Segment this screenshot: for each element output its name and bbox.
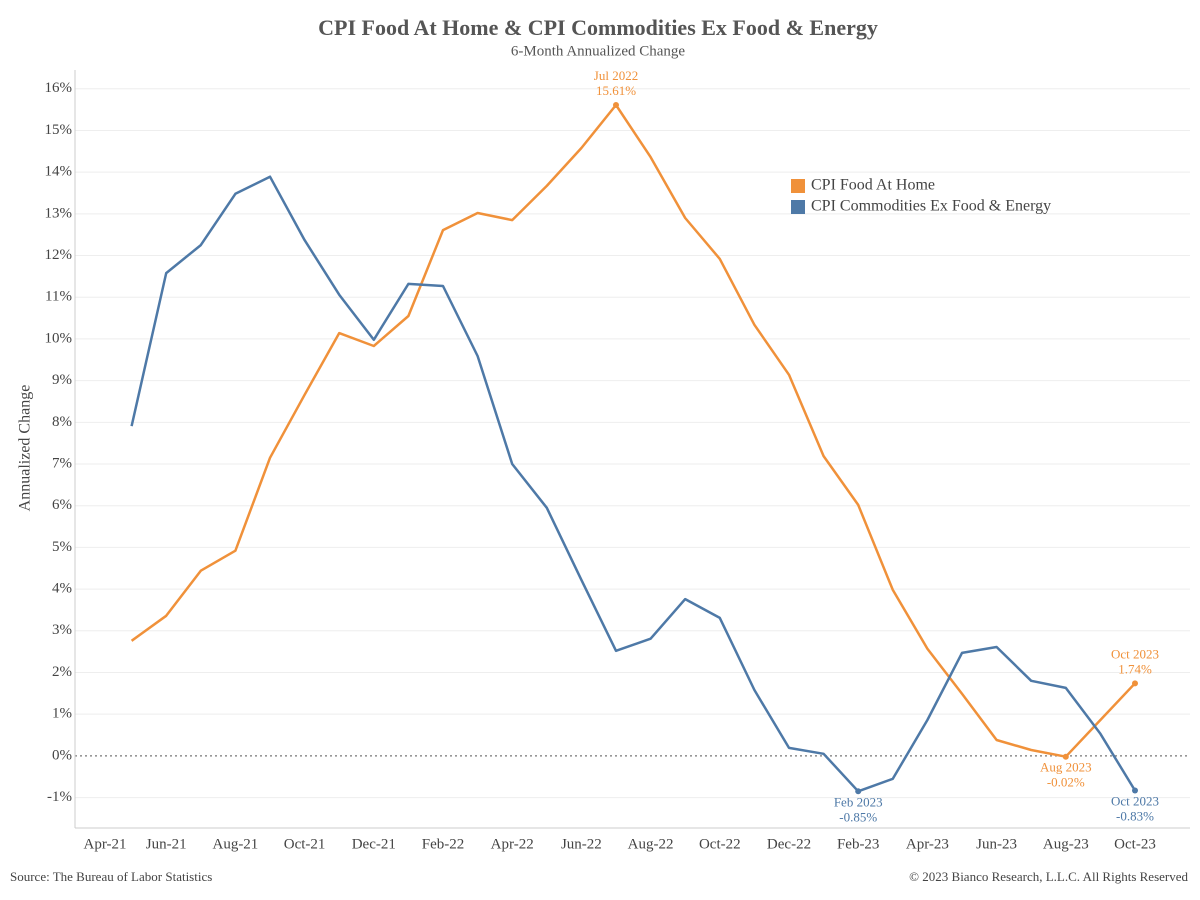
annotation-date: Oct 2023 xyxy=(1111,793,1159,808)
source: Source: The Bureau of Labor Statistics xyxy=(10,869,212,884)
y-tick-label: 6% xyxy=(52,497,72,513)
annotation-date: Aug 2023 xyxy=(1040,760,1092,775)
annotation-date: Jul 2022 xyxy=(594,68,638,83)
annotation-value: -0.85% xyxy=(839,809,877,824)
x-tick-label: Dec-22 xyxy=(767,836,811,852)
x-tick-label: Aug-22 xyxy=(628,836,674,852)
x-tick-label: Jun-22 xyxy=(561,836,602,852)
chart-title: CPI Food At Home & CPI Commodities Ex Fo… xyxy=(318,15,878,40)
annotation-value: -0.02% xyxy=(1047,775,1085,790)
y-tick-label: 12% xyxy=(45,247,73,263)
y-axis-label: Annualized Change xyxy=(17,385,34,512)
x-tick-label: Jun-23 xyxy=(976,836,1017,852)
legend-label: CPI Commodities Ex Food & Energy xyxy=(811,198,1051,215)
y-tick-label: 11% xyxy=(45,289,72,305)
x-tick-label: Apr-22 xyxy=(491,836,534,852)
y-tick-label: 10% xyxy=(45,330,73,346)
point-marker xyxy=(1132,787,1138,794)
x-tick-label: Jun-21 xyxy=(146,836,187,852)
y-tick-label: -1% xyxy=(47,789,72,805)
legend-label: CPI Food At Home xyxy=(811,177,935,194)
x-tick-label: Oct-21 xyxy=(284,836,326,852)
y-tick-label: 13% xyxy=(45,205,73,221)
point-marker xyxy=(855,788,862,795)
point-marker xyxy=(613,102,619,109)
point-marker xyxy=(1132,680,1138,687)
legend-swatch xyxy=(791,179,805,193)
x-tick-label: Aug-23 xyxy=(1043,836,1089,852)
y-tick-label: 0% xyxy=(52,747,72,763)
y-tick-label: 8% xyxy=(52,414,72,430)
y-tick-label: 7% xyxy=(52,455,72,471)
x-tick-label: Apr-21 xyxy=(83,836,126,852)
y-tick-label: 3% xyxy=(52,622,72,638)
x-tick-label: Apr-23 xyxy=(906,836,949,852)
annotation-value: -0.83% xyxy=(1116,808,1154,823)
y-tick-label: 4% xyxy=(52,581,72,597)
y-tick-label: 1% xyxy=(52,706,72,722)
x-tick-label: Feb-22 xyxy=(422,836,465,852)
x-tick-label: Feb-23 xyxy=(837,836,880,852)
x-tick-label: Oct-22 xyxy=(699,836,741,852)
point-marker xyxy=(1062,753,1069,760)
y-tick-label: 14% xyxy=(45,164,73,180)
y-tick-label: 5% xyxy=(52,539,72,555)
y-tick-label: 15% xyxy=(45,122,73,138)
annotation-date: Feb 2023 xyxy=(834,794,883,809)
chart-subtitle: 6-Month Annualized Change xyxy=(511,43,685,59)
x-tick-label: Aug-21 xyxy=(212,836,258,852)
y-tick-label: 9% xyxy=(52,372,72,388)
annotation-value: 1.74% xyxy=(1118,661,1152,676)
copyright: © 2023 Bianco Research, L.L.C. All Right… xyxy=(909,869,1188,884)
y-tick-label: 2% xyxy=(52,664,72,680)
y-tick-label: 16% xyxy=(45,80,73,96)
x-tick-label: Dec-21 xyxy=(352,836,396,852)
line-series xyxy=(130,103,1136,758)
annotation-value: 15.61% xyxy=(596,83,636,98)
legend-swatch xyxy=(791,200,805,214)
annotation-date: Oct 2023 xyxy=(1111,646,1159,661)
line-series xyxy=(130,175,1137,793)
x-tick-label: Oct-23 xyxy=(1114,836,1156,852)
